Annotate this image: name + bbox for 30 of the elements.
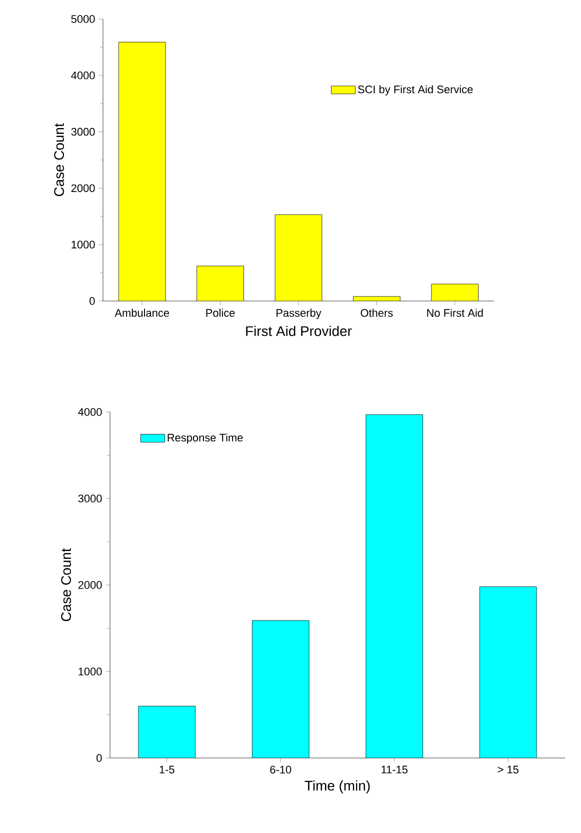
x-tick-label: Passerby <box>276 308 322 319</box>
y-tick-label: 0 <box>90 297 95 305</box>
y-axis-title: Case Count <box>61 548 72 622</box>
x-axis-title: Time (min) <box>304 780 370 794</box>
y-tick-label: 1000 <box>72 240 95 248</box>
bar <box>196 266 244 301</box>
bar <box>275 214 322 301</box>
x-axis-title: First Aid Provider <box>246 326 352 336</box>
y-tick-label: 2000 <box>71 184 95 192</box>
legend-label: SCI by First Aid Service <box>358 85 473 96</box>
bar <box>431 284 479 301</box>
bar <box>118 42 166 301</box>
y-tick-label: 3000 <box>71 128 95 136</box>
y-tick-label: 5000 <box>71 15 95 23</box>
x-tick-label: Others <box>360 308 393 317</box>
y-tick-label: 4000 <box>71 72 95 80</box>
y-tick-label: 4000 <box>78 408 102 416</box>
x-tick-label: 6-10 <box>270 766 292 774</box>
x-tick-label: > 15 <box>498 766 518 774</box>
y-tick-label: 3000 <box>78 494 102 502</box>
x-tick-label: Police <box>206 308 235 317</box>
y-axis-title: Case Count <box>54 123 64 196</box>
x-tick-label: 11-15 <box>382 766 408 774</box>
x-tick-label: Ambulance <box>114 308 170 317</box>
y-tick-label: 0 <box>96 754 102 762</box>
legend-label: Response Time <box>168 433 243 444</box>
x-tick-label: 1-5 <box>160 766 174 774</box>
y-tick-label: 1000 <box>78 668 102 676</box>
x-tick-label: No First Aid <box>427 308 483 317</box>
y-tick-label: 2000 <box>78 581 102 589</box>
